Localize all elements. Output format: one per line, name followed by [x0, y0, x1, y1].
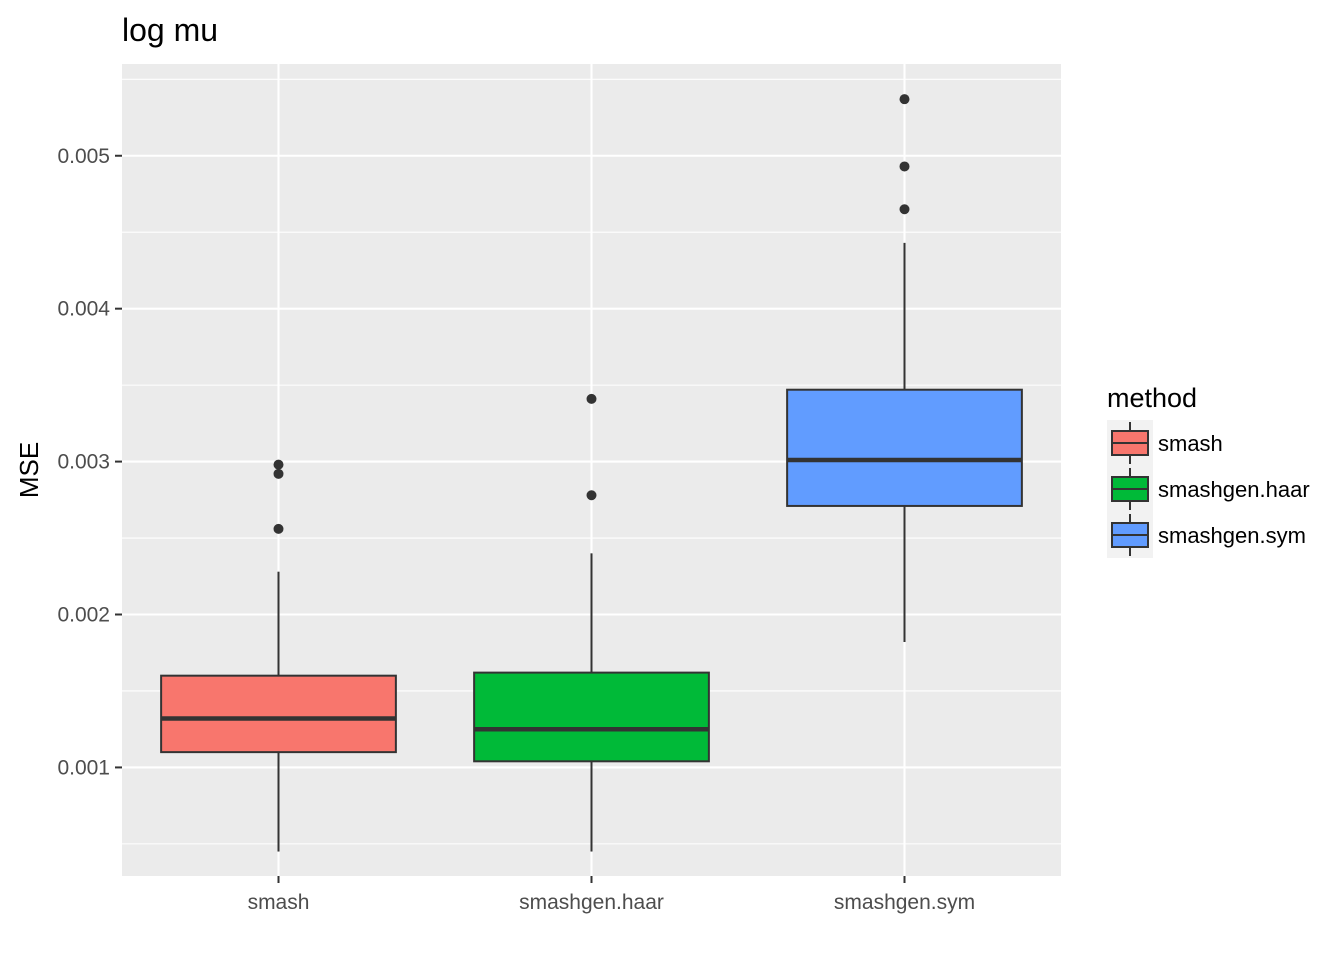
- legend-label: smash: [1158, 431, 1223, 456]
- legend-label: smashgen.haar: [1158, 477, 1310, 502]
- legend-label: smashgen.sym: [1158, 523, 1306, 548]
- y-tick-label: 0.003: [57, 451, 110, 474]
- y-tick-label: 0.002: [57, 604, 110, 627]
- box-iqr: [160, 674, 397, 754]
- legend-item-smashgen.haar: smashgen.haar: [1107, 466, 1310, 512]
- outlier-point: [273, 459, 284, 470]
- x-tick-label: smashgen.sym: [834, 891, 975, 914]
- chart-title: log mu: [122, 12, 218, 48]
- outlier-point: [899, 204, 910, 215]
- y-axis-title: MSE: [14, 442, 44, 498]
- y-tick-label: 0.005: [57, 145, 110, 168]
- legend: smash smashgen.haar smashgen.sym: [1107, 420, 1310, 558]
- x-axis-ticks: smash smashgen.haar smashgen.sym: [248, 876, 975, 914]
- legend-item-smash: smash: [1107, 420, 1223, 466]
- boxplot-smashgen.haar: [473, 393, 710, 852]
- y-axis-ticks: 0.001 0.002 0.003 0.004 0.005: [57, 145, 122, 779]
- boxplots: [160, 94, 1023, 852]
- outlier-point: [273, 468, 284, 479]
- x-tick-label: smashgen.haar: [519, 891, 664, 914]
- legend-item-smashgen.sym: smashgen.sym: [1107, 512, 1306, 558]
- boxplot-smashgen.sym: [786, 94, 1023, 643]
- outlier-point: [899, 161, 910, 172]
- box-iqr: [786, 388, 1023, 507]
- x-tick-label: smash: [248, 891, 310, 914]
- y-tick-label: 0.004: [57, 298, 110, 321]
- outlier-point: [586, 490, 597, 501]
- boxplot-smash: [160, 459, 397, 852]
- legend-title: method: [1107, 383, 1197, 413]
- outlier-point: [273, 523, 284, 534]
- y-tick-label: 0.001: [57, 756, 110, 779]
- outlier-point: [586, 393, 597, 404]
- box-iqr: [473, 671, 710, 763]
- outlier-point: [899, 94, 910, 105]
